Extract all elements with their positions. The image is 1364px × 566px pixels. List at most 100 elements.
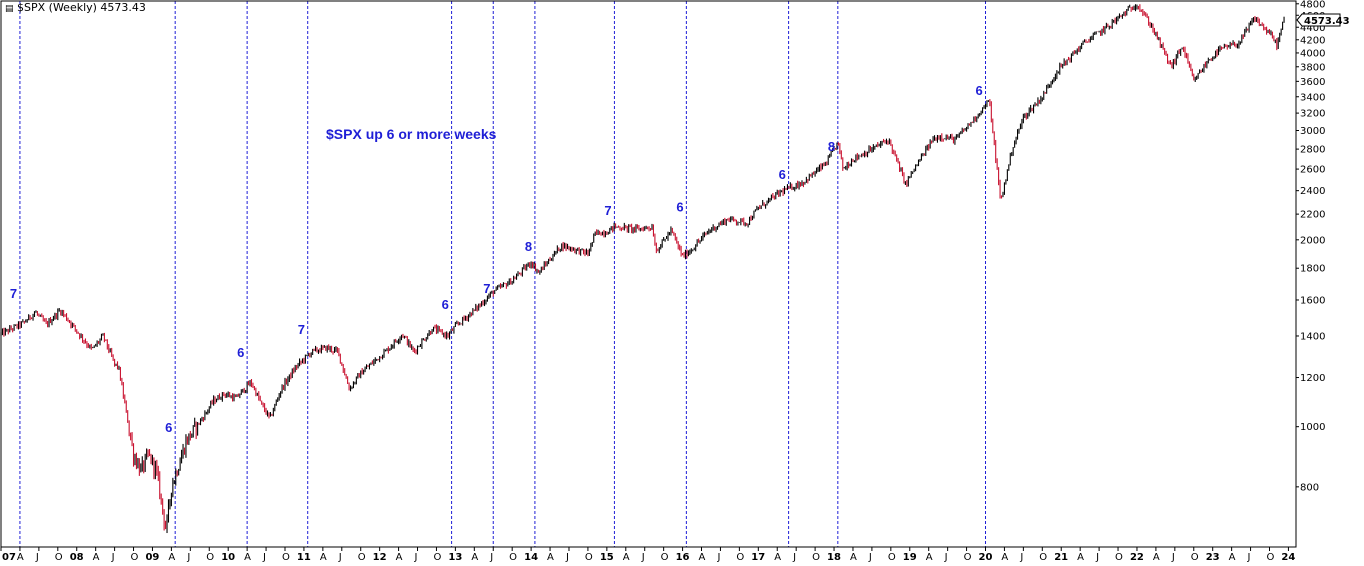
x-tick-label: J [944, 552, 948, 563]
x-tick-label: J [262, 552, 266, 563]
x-tick-label: J [792, 552, 796, 563]
x-tick-label: A [699, 552, 706, 563]
y-tick-label: 2600 [1300, 165, 1325, 176]
x-tick-label: 20 [979, 552, 993, 563]
x-tick-label: O [206, 552, 214, 563]
x-tick-label: A [17, 552, 24, 563]
y-tick-label: 3400 [1300, 92, 1325, 103]
x-tick-label: 12 [373, 552, 387, 563]
x-tick-label: A [547, 552, 554, 563]
signal-lines [19, 1, 987, 547]
x-tick-label: O [888, 552, 896, 563]
title-icon: ▤ [5, 4, 14, 14]
x-tick-label: A [926, 552, 933, 563]
chart-title-text: $SPX (Weekly) 4573.43 [17, 1, 146, 14]
x-tick-label: A [168, 552, 175, 563]
x-tick-label: J [111, 552, 115, 563]
signal-label: 6 [676, 199, 683, 214]
signal-label: 6 [442, 297, 449, 312]
x-tick-label: A [1153, 552, 1160, 563]
x-tick-label: 11 [297, 552, 311, 563]
x-tick-label: J [338, 552, 342, 563]
x-tick-label: A [320, 552, 327, 563]
y-tick-label: 1600 [1300, 295, 1325, 306]
signal-label: 7 [483, 281, 490, 296]
signal-label: 6 [237, 345, 244, 360]
x-tick-label: O [661, 552, 669, 563]
x-tick-label: J [414, 552, 418, 563]
x-tick-label: 13 [448, 552, 462, 563]
x-axis: 07 A J O 08 A J O 09 A J O 10 A J O 11 A J O 12 A J O 13 A J O 14 A J O… [0, 547, 1295, 563]
y-tick-label: 3800 [1300, 62, 1325, 73]
x-tick-label: 07 [2, 552, 16, 563]
x-tick-label: J [1171, 552, 1175, 563]
x-tick-label: A [1001, 552, 1008, 563]
x-tick-label: J [35, 552, 39, 563]
x-tick-label: J [489, 552, 493, 563]
price-bars [0, 4, 1285, 534]
y-tick-label: 2200 [1300, 210, 1325, 221]
x-tick-label: O [509, 552, 517, 563]
x-tick-label: 09 [145, 552, 159, 563]
x-tick-label: 08 [70, 552, 84, 563]
x-tick-label: 19 [903, 552, 917, 563]
x-tick-label: O [1191, 552, 1199, 563]
signal-label: 6 [165, 420, 172, 435]
x-tick-label: J [641, 552, 645, 563]
x-tick-label: A [396, 552, 403, 563]
x-tick-label: O [736, 552, 744, 563]
x-tick-label: 23 [1206, 552, 1220, 563]
x-tick-label: J [565, 552, 569, 563]
last-price-box [1296, 13, 1341, 27]
x-tick-label: 14 [524, 552, 538, 563]
chart-note: $SPX up 6 or more weeks [326, 126, 497, 142]
plot-frame [0, 0, 1297, 548]
x-tick-label: O [1115, 552, 1123, 563]
x-tick-label: O [433, 552, 441, 563]
x-tick-label: 18 [827, 552, 841, 563]
x-tick-label: A [850, 552, 857, 563]
chart-title: ▤ $SPX (Weekly) 4573.43 [5, 1, 146, 14]
signal-label: 7 [298, 322, 305, 337]
x-tick-label: 16 [676, 552, 690, 563]
y-tick-label: 4200 [1300, 35, 1325, 46]
signal-label: 8 [525, 239, 532, 254]
signal-label: 6 [779, 167, 786, 182]
x-tick-label: O [585, 552, 593, 563]
y-tick-label: 2800 [1300, 145, 1325, 156]
x-tick-label: J [1019, 552, 1023, 563]
signal-labels: 7 6 6 7 6 7 8 7 6 6 8 6 [10, 83, 983, 435]
x-tick-label: O [964, 552, 972, 563]
x-tick-label: O [1266, 552, 1274, 563]
last-price-text: 4573.43 [1304, 16, 1350, 27]
x-tick-label: J [1247, 552, 1251, 563]
x-tick-label: O [1039, 552, 1047, 563]
x-tick-label: A [244, 552, 251, 563]
x-tick-label: A [93, 552, 100, 563]
x-tick-label: 15 [600, 552, 614, 563]
signal-label: 7 [604, 203, 611, 218]
x-tick-label: O [55, 552, 63, 563]
y-tick-label: 3600 [1300, 77, 1325, 88]
y-tick-label: 3000 [1300, 126, 1325, 137]
signal-label: 6 [976, 83, 983, 98]
x-tick-label: O [282, 552, 290, 563]
x-tick-label: J [1095, 552, 1099, 563]
y-tick-label: 4000 [1300, 48, 1325, 59]
x-tick-label: 22 [1130, 552, 1144, 563]
last-price-label: 4573.43 [1296, 13, 1350, 27]
x-tick-label: 17 [751, 552, 765, 563]
x-tick-label: A [774, 552, 781, 563]
x-tick-label: O [358, 552, 366, 563]
y-tick-label: 2000 [1300, 235, 1325, 246]
x-tick-label: 10 [221, 552, 235, 563]
y-tick-label: 1000 [1300, 422, 1325, 433]
y-tick-label: 1800 [1300, 264, 1325, 275]
x-tick-label: J [186, 552, 190, 563]
x-tick-label: J [716, 552, 720, 563]
y-tick-label: 4400 [1300, 23, 1325, 34]
y-tick-label: 4800 [1300, 0, 1325, 10]
signal-label: 7 [10, 286, 17, 301]
